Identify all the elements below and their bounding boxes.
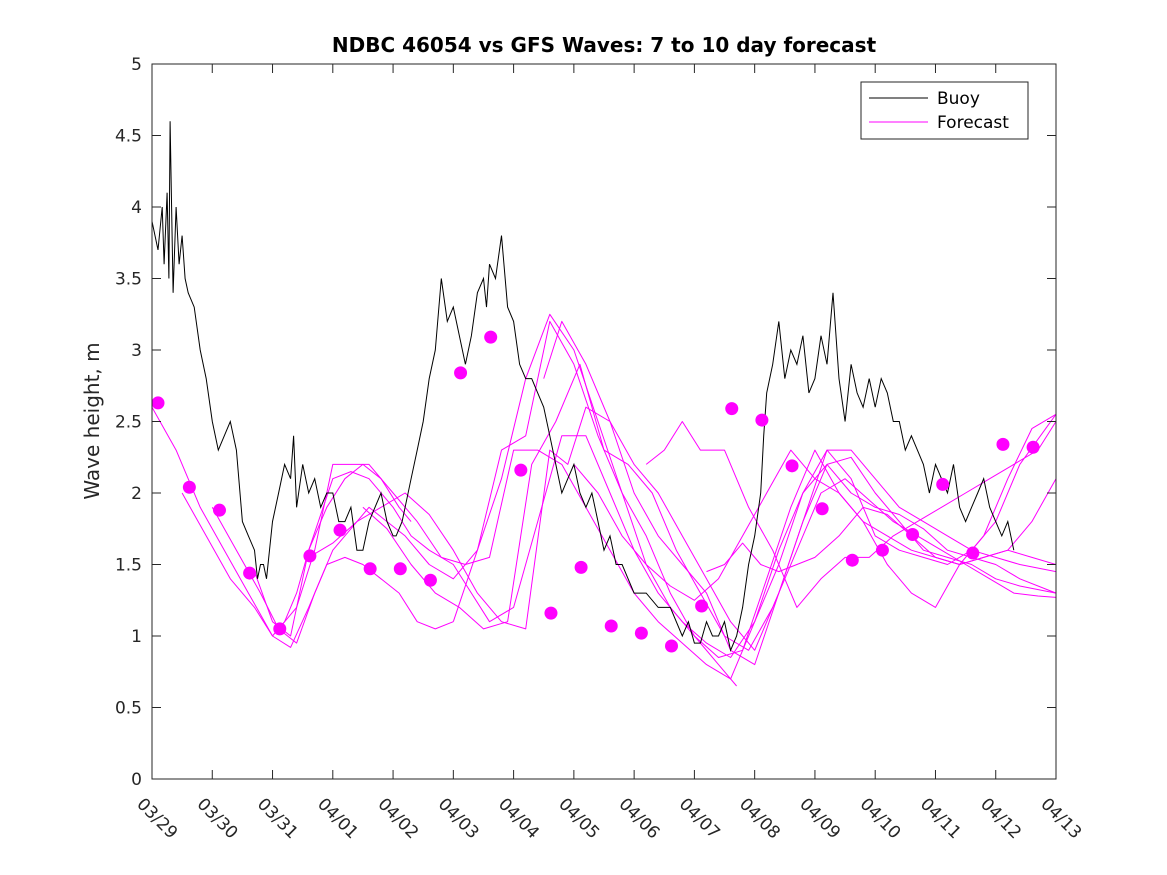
y-tick-label: 2.5 [115, 413, 142, 433]
forecast-marker [845, 553, 859, 567]
y-tick-label: 4 [131, 198, 142, 218]
forecast-marker [514, 463, 528, 477]
legend: Buoy Forecast [860, 81, 1029, 140]
forecast-marker [815, 502, 829, 516]
forecast-line-3 [211, 313, 737, 687]
y-tick-label: 3 [131, 341, 142, 361]
forecast-line-1 [152, 406, 412, 637]
y-axis: 0 0.5 1 1.5 2 2.5 3 3.5 4 4.5 5 [115, 55, 1056, 790]
y-tick-label: 5 [131, 55, 142, 75]
forecast-markers [151, 330, 1040, 653]
legend-box [860, 81, 1029, 140]
forecast-marker [664, 639, 678, 653]
y-tick-label: 4.5 [115, 127, 142, 147]
forecast-marker [966, 546, 980, 560]
y-tick-label: 1 [131, 627, 142, 647]
forecast-marker [604, 619, 618, 633]
forecast-marker [996, 437, 1010, 451]
forecast-marker [303, 549, 317, 563]
y-tick-label: 0.5 [115, 699, 142, 719]
forecast-marker [1026, 440, 1040, 454]
forecast-marker [725, 402, 739, 416]
forecast-line-4 [254, 435, 1056, 658]
forecast-marker [423, 573, 437, 587]
forecast-marker [212, 503, 226, 517]
forecast-lines [152, 313, 1056, 687]
forecast-marker [785, 459, 799, 473]
forecast-line-5 [278, 449, 1056, 680]
buoy-line-group [152, 121, 1015, 652]
y-tick-label: 3.5 [115, 270, 142, 290]
forecast-marker [906, 527, 920, 541]
forecast-marker [875, 543, 889, 557]
y-tick-label: 1.5 [115, 556, 142, 576]
forecast-marker [393, 562, 407, 576]
y-tick-label: 2 [131, 484, 142, 504]
forecast-marker [695, 599, 709, 613]
legend-forecast-label: Forecast [937, 113, 1009, 133]
y-tick-label: 0 [131, 770, 142, 790]
forecast-marker [755, 413, 769, 427]
buoy-line [152, 121, 1015, 652]
forecast-marker [243, 566, 257, 580]
forecast-line-12 [706, 506, 1056, 573]
forecast-line-10 [573, 413, 1056, 608]
plot-area [152, 64, 1056, 779]
forecast-marker [454, 366, 468, 380]
chart-title: NDBC 46054 vs GFS Waves: 7 to 10 day for… [332, 33, 877, 57]
forecast-marker [333, 523, 347, 537]
forecast-marker [574, 560, 588, 574]
forecast-marker [634, 626, 648, 640]
forecast-line-7 [362, 363, 1056, 651]
forecast-marker [273, 622, 287, 636]
forecast-line-11 [645, 421, 1056, 608]
y-axis-label: Wave height, m [80, 342, 104, 499]
forecast-marker [484, 330, 498, 344]
forecast-marker [363, 562, 377, 576]
forecast-line-6 [308, 406, 1056, 666]
forecast-marker [151, 396, 165, 410]
forecast-line-9 [543, 320, 1056, 651]
legend-buoy-label: Buoy [937, 89, 980, 109]
forecast-marker [182, 480, 196, 494]
forecast-marker [936, 477, 950, 491]
forecast-marker [544, 606, 558, 620]
